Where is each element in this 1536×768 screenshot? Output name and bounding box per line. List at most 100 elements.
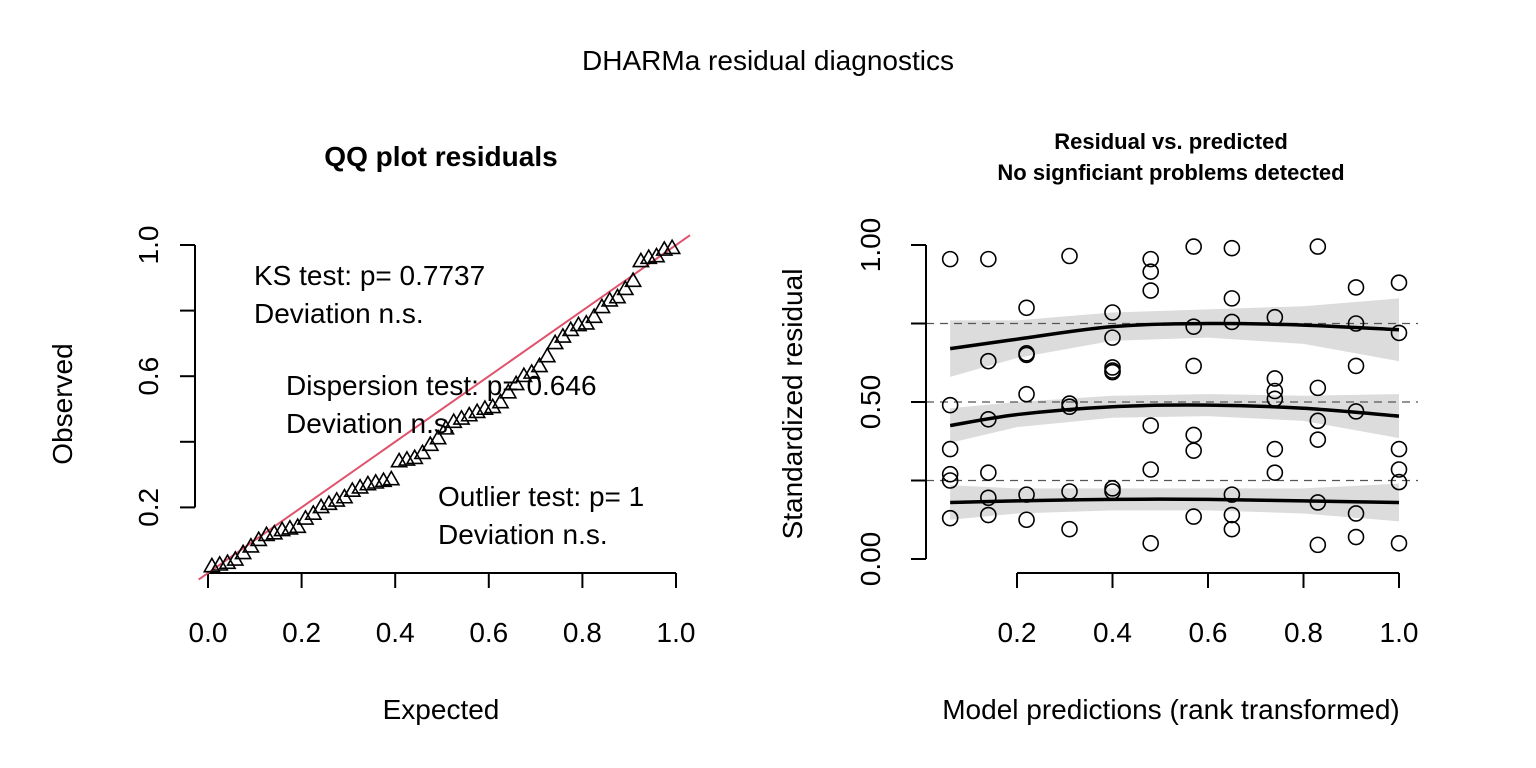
residual-point	[1347, 528, 1365, 546]
residual-axes: 0.2 0.4 0.6 0.8 1.0 0.00 0.50 1.00	[855, 218, 1418, 648]
qq-point	[343, 481, 362, 498]
residual-point	[1061, 398, 1078, 416]
qq-point	[530, 356, 549, 373]
residual-point	[980, 250, 997, 268]
qq-point	[514, 366, 533, 383]
residual-point	[1185, 238, 1202, 255]
residual-point	[941, 396, 959, 414]
outlier-test-deviation: Deviation n.s.	[438, 519, 608, 550]
qq-point	[561, 320, 580, 337]
qq-x-tick-label: 1.0	[657, 617, 696, 648]
residual-point	[1347, 505, 1365, 522]
residual-point	[1185, 508, 1202, 525]
qq-point	[600, 291, 619, 307]
residual-point	[1309, 238, 1327, 255]
qq-point	[491, 392, 510, 409]
qq-y-axis-label: Observed	[47, 343, 78, 464]
residual-point	[1104, 363, 1121, 381]
residual-y-tick-label: 0.50	[855, 375, 886, 430]
qq-point	[624, 271, 643, 288]
residual-point	[980, 464, 997, 481]
residual-point	[1142, 282, 1159, 299]
qq-point	[351, 478, 370, 494]
residual-point	[941, 465, 959, 483]
residual-point	[1142, 263, 1159, 280]
qq-x-tick-label: 0.4	[376, 617, 415, 648]
qq-y-tick-label: 0.6	[133, 357, 164, 396]
quantile-fit-line-0.75	[949, 321, 1400, 351]
qq-point	[499, 382, 518, 399]
residual-point	[1223, 506, 1241, 524]
residual-point	[1266, 370, 1284, 387]
residual-point	[1018, 511, 1035, 529]
residual-point	[1185, 426, 1202, 444]
residual-point	[1104, 483, 1121, 500]
residual-point	[1390, 461, 1408, 478]
residual-point	[1223, 520, 1241, 538]
quantile-band-0.75	[950, 298, 1399, 377]
residual-point	[1018, 346, 1035, 364]
residual-point	[1142, 417, 1159, 434]
qq-point	[288, 517, 307, 534]
residual-point	[1018, 385, 1035, 403]
qq-point	[468, 402, 487, 419]
qq-x-axis-label: Expected	[383, 694, 500, 725]
residual-point	[1347, 403, 1365, 420]
residual-point	[1142, 461, 1159, 478]
ks-test-deviation: Deviation n.s.	[254, 298, 424, 329]
qq-point	[405, 448, 424, 465]
residual-point	[1061, 520, 1078, 538]
residual-point	[1390, 274, 1408, 291]
residual-point	[1142, 534, 1159, 552]
residual-point	[1390, 534, 1408, 552]
qq-point	[444, 412, 463, 429]
residual-point	[1223, 239, 1241, 257]
qq-axes: 0.0 0.2 0.4 0.6 0.8 1.0 0.2 0.6 1.0	[133, 226, 695, 648]
residual-x-axis-label: Model predictions (rank transformed)	[942, 694, 1400, 725]
residual-point	[1223, 313, 1241, 331]
residual-point	[1266, 390, 1284, 408]
residual-point	[1390, 473, 1408, 491]
qq-point	[312, 497, 331, 514]
dispersion-test-annotation: Dispersion test: p= 0.646 Deviation n.s.	[286, 370, 604, 439]
residual-point	[1266, 382, 1284, 400]
outlier-test-result: Outlier test: p= 1	[438, 481, 644, 512]
residual-point	[1018, 486, 1035, 503]
quantile-fit-line-0.5	[949, 403, 1400, 428]
quantile-fit-line-0.25	[950, 497, 1400, 505]
residual-point	[941, 472, 959, 489]
qq-plot-title: QQ plot residuals	[324, 141, 557, 172]
qq-point	[249, 530, 268, 547]
qq-y-tick-label: 1.0	[133, 226, 164, 265]
qq-point	[327, 491, 346, 507]
residual-x-tick-label: 0.2	[998, 617, 1037, 648]
qq-x-tick-label: 0.2	[282, 617, 321, 648]
residual-point	[980, 410, 997, 428]
residual-y-tick-label: 0.00	[855, 532, 886, 587]
qq-point	[460, 405, 479, 422]
residual-point	[1223, 486, 1241, 503]
residual-plot-title: Residual vs. predicted	[1054, 129, 1288, 154]
residual-points	[941, 238, 1408, 554]
outlier-test-annotation: Outlier test: p= 1 Deviation n.s.	[438, 481, 652, 550]
residual-point	[1347, 357, 1365, 375]
residual-point	[1347, 279, 1365, 296]
residual-point	[1266, 440, 1284, 458]
qq-point	[218, 553, 237, 570]
qq-point	[663, 238, 682, 255]
residual-point	[1104, 304, 1121, 321]
residual-point	[1185, 357, 1202, 375]
residual-point	[980, 506, 997, 524]
qq-point	[483, 397, 502, 414]
residual-point	[1266, 464, 1284, 481]
residual-point	[1185, 442, 1202, 459]
residual-point	[941, 509, 959, 527]
residual-x-tick-label: 1.0	[1380, 617, 1419, 648]
qq-point	[319, 494, 338, 511]
quantile-fit-lines	[949, 321, 1400, 505]
residual-point	[1309, 379, 1327, 397]
qq-y-tick-label: 0.2	[133, 488, 164, 527]
qq-point	[616, 279, 635, 296]
residual-point	[1390, 440, 1408, 458]
qq-plot-panel: QQ plot residuals 0.0 0.2 0.4 0.6 0.8 1.00.20…	[47, 141, 695, 725]
